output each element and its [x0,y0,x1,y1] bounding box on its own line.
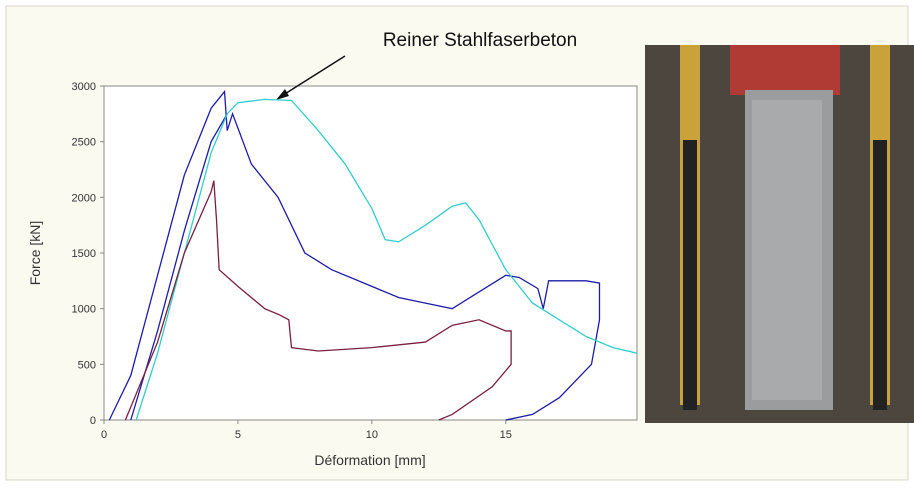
annotation: Reiner Stahlfaserbeton [383,30,577,51]
x-tick-label: 0 [101,429,107,441]
y-tick-label: 2500 [72,137,96,149]
y-tick-label: 0 [90,415,96,427]
y-tick-label: 3000 [72,81,96,93]
photo [645,45,914,423]
annotation-arrow [279,55,346,98]
series-line [124,180,512,421]
y-tick-label: 1000 [72,304,96,316]
x-axis-label: Déformation [mm] [314,452,425,468]
x-tick-label: 15 [500,429,512,441]
plot-area [103,85,638,421]
y-tick-label: 1500 [72,248,96,260]
x-tick-label: 10 [366,429,378,441]
y-tick-label: 2000 [72,192,96,204]
series-line [130,113,228,421]
x-tick-label: 5 [235,429,241,441]
arrow-head [276,89,289,100]
series-line [108,89,601,421]
series-line [135,98,638,421]
y-axis-label: Force [kN] [27,221,43,286]
y-tick-label: 500 [78,359,96,371]
